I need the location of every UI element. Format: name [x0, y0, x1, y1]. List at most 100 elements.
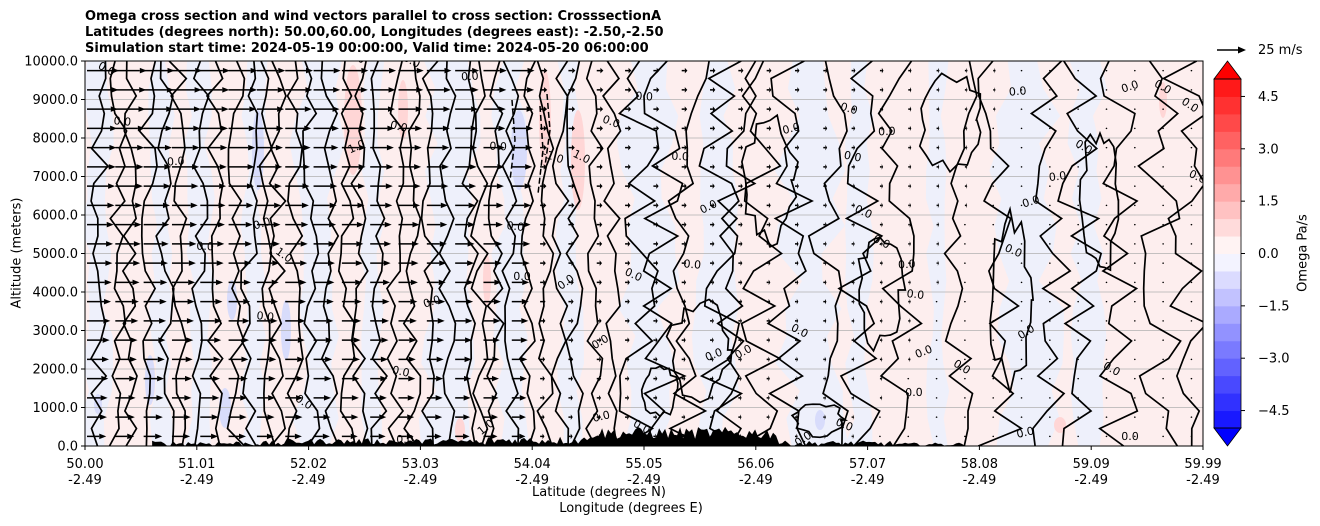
wind-vector-head [183, 433, 191, 440]
wind-vector [851, 433, 854, 440]
wind-vector-head [937, 202, 940, 209]
wind-vector-head [966, 144, 968, 151]
wind-vector [1134, 204, 1136, 207]
wind-vector [143, 202, 170, 209]
wind-vector-head [303, 144, 311, 151]
wind-vector-head [301, 221, 309, 228]
wind-vector-head [104, 298, 112, 305]
wind-vector [200, 279, 224, 286]
wind-vector [426, 298, 446, 305]
wind-vector-head [378, 433, 386, 440]
wind-vector-head [352, 375, 360, 382]
wind-vector [511, 298, 529, 305]
wind-vector [738, 164, 743, 170]
wind-vector [1162, 377, 1164, 380]
wind-vector-head [543, 260, 546, 266]
wind-vector [540, 395, 545, 401]
wind-vector [851, 318, 855, 324]
wind-vector [794, 395, 798, 401]
contour-line [550, 61, 570, 446]
wind-vector [483, 67, 507, 74]
wind-vector-head [520, 337, 528, 343]
wind-vector [596, 87, 604, 93]
wind-vector [794, 67, 800, 74]
wind-vector [653, 106, 660, 112]
wind-vector-dot [1077, 358, 1079, 361]
wind-vector [879, 67, 884, 74]
wind-vector [908, 260, 911, 266]
wind-vector [653, 395, 658, 401]
wind-vector-head [465, 318, 473, 324]
wind-vector-head [156, 395, 164, 401]
wind-vector [568, 433, 573, 440]
wind-vector [879, 87, 884, 93]
wind-vector [313, 164, 338, 170]
contour-label: 0.0 [591, 408, 611, 425]
wind-vector-head [683, 414, 686, 420]
wind-vector-head [853, 241, 855, 247]
wind-vector [907, 435, 910, 438]
wind-vector-head [191, 183, 199, 189]
wind-vector-head [493, 298, 501, 305]
wind-vector-head [242, 337, 250, 343]
wind-vector-head [521, 318, 529, 324]
contour-line [470, 61, 489, 446]
contour-line [205, 61, 224, 446]
wind-vector-dot [1077, 185, 1079, 187]
wind-vector [256, 241, 280, 247]
wind-vector [1020, 204, 1023, 207]
wind-vector-dot [992, 166, 995, 168]
wind-vector-head [442, 144, 450, 151]
wind-vector-head [327, 279, 335, 286]
wind-vector-dot [1020, 300, 1023, 303]
wind-vector [568, 279, 574, 286]
wind-vector-head [217, 221, 225, 228]
wind-vector [483, 164, 505, 170]
wind-vector [964, 125, 968, 132]
wind-vector-head [243, 279, 251, 286]
wind-vector [1049, 89, 1051, 91]
wind-vector-dot [1190, 262, 1193, 264]
wind-vector [540, 414, 545, 420]
wind-vector [398, 67, 424, 74]
colorbar-level [1214, 323, 1241, 342]
wind-vector-head [768, 395, 770, 401]
wind-vector-head [129, 375, 137, 382]
wind-vector-head [627, 318, 630, 324]
wind-vector [285, 318, 306, 324]
wind-vector-dot [1020, 185, 1023, 187]
wind-vector [738, 144, 744, 151]
contour-line [420, 61, 440, 446]
wind-vector [879, 164, 884, 170]
wind-vector-dot [1134, 243, 1136, 245]
wind-vector [681, 183, 687, 189]
wind-vector-dot [992, 358, 995, 361]
colorbar: 4.53.01.50.0−1.5−3.0−4.5 [1213, 60, 1290, 447]
wind-vector [483, 202, 504, 209]
wind-vector [228, 279, 251, 286]
wind-vector-head [543, 241, 546, 247]
contour-label: 0.0 [167, 154, 185, 168]
wind-vector-head [571, 164, 575, 170]
wind-vector [256, 67, 286, 74]
wind-vector-head [267, 414, 275, 420]
wind-vector [1077, 339, 1079, 341]
wind-vector-head [416, 87, 424, 93]
contour-line [191, 61, 210, 446]
wind-vector-dot [1077, 281, 1079, 284]
wind-vector-head [571, 221, 575, 228]
reference-vector-head [1238, 46, 1246, 54]
wind-vector-head [300, 241, 308, 247]
wind-vector-head [519, 395, 527, 401]
wind-vector-dot [1020, 204, 1023, 207]
wind-vector [908, 67, 912, 74]
x-tick-label-longitude: -2.49 [627, 473, 661, 488]
wind-vector-dot [1049, 185, 1051, 187]
wind-vector [1134, 243, 1136, 245]
wind-vector-head [544, 67, 548, 74]
wind-vector-head [330, 183, 338, 189]
wind-vector [1190, 281, 1193, 284]
contour-label: 0.0 [913, 342, 934, 361]
wind-vector-head [106, 221, 114, 228]
wind-vector [851, 125, 856, 132]
